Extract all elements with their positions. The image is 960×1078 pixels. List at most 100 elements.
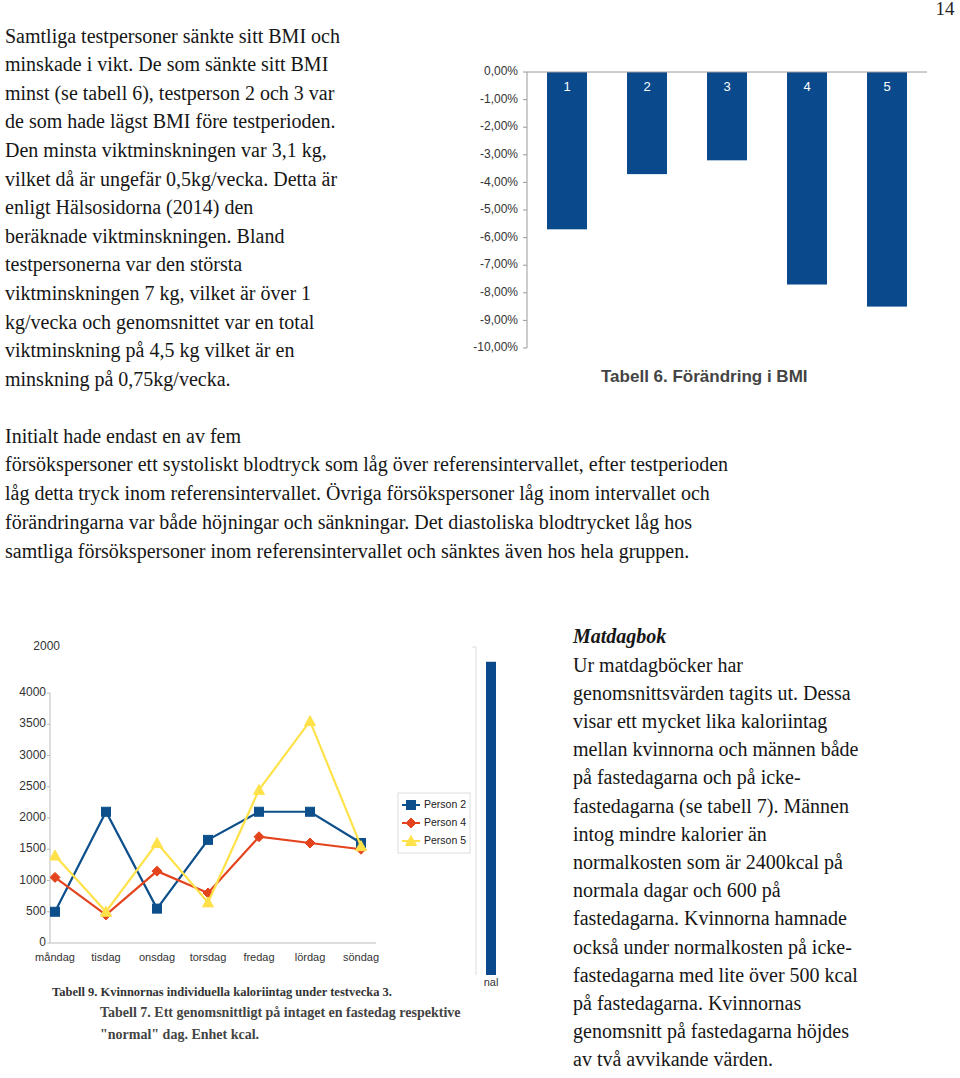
marker	[152, 866, 162, 876]
bar	[486, 662, 496, 975]
body-text: försökspersoner ett systoliskt blodtryck…	[5, 453, 728, 476]
marker	[101, 906, 112, 916]
y-axis-line	[476, 647, 477, 975]
marker	[203, 897, 214, 907]
marker	[356, 841, 367, 851]
sidebar: MatdagbokUr matdagböcker hargenomsnittsv…	[572, 625, 859, 1071]
tick-mark	[523, 99, 527, 100]
category-label: 1	[563, 79, 570, 94]
marker	[50, 850, 61, 860]
body-text: normala dagar och 600 på	[573, 879, 781, 902]
body-text: också under normalkosten på icke-	[573, 936, 852, 959]
tick-mark	[523, 210, 527, 211]
body-text: genomsnittsvärden tagits ut. Dessa	[573, 682, 851, 705]
tick-mark	[47, 786, 50, 787]
tick-label: 1500	[19, 841, 46, 855]
body-text: Ur matdagböcker har	[573, 654, 743, 677]
bar	[627, 72, 667, 174]
tick-mark	[523, 72, 527, 73]
category-label: 4	[803, 79, 810, 94]
category-label: lördag	[295, 951, 326, 963]
marker	[305, 838, 315, 848]
legend: Person 2 Person 4 Person 5	[398, 793, 470, 853]
tick-label: -4,00%	[480, 175, 518, 189]
x-axis-line	[50, 943, 376, 944]
tick-label: 2500	[19, 779, 46, 793]
body-text: på fastedagarna och på icke-	[573, 766, 801, 789]
tick-mark	[47, 724, 50, 725]
body-text: minskning på 0,75kg/vecka.	[5, 368, 231, 391]
tick-mark	[47, 849, 50, 850]
legend-box	[398, 793, 470, 853]
legend-label: Person 5	[424, 834, 466, 846]
zero-line	[527, 72, 927, 73]
marker	[153, 904, 162, 913]
tick-mark	[47, 818, 50, 819]
tick-mark	[47, 755, 50, 756]
tick-mark	[472, 647, 476, 648]
title-line: "normal" dag. Enhet kcal.	[100, 1027, 259, 1042]
tick-label: -7,00%	[480, 257, 518, 271]
page-number: 14	[936, 0, 956, 19]
body-text: viktminskningen 7 kg, vilket är över 1	[5, 282, 311, 305]
category-label: 2	[643, 79, 650, 94]
body-text: fastedagarna med lite över 500 kcal	[573, 964, 858, 987]
body-text: Initialt hade endast en av fem	[5, 425, 241, 447]
category-label: tisdag	[91, 951, 120, 963]
legend-label: Person 4	[424, 816, 466, 828]
tick-label: 2000	[33, 639, 60, 653]
line-chart: 05001000150020002500300035004000måndagti…	[19, 685, 470, 999]
bar	[867, 72, 907, 307]
category-label: måndag	[35, 951, 75, 963]
tick-label: -8,00%	[480, 285, 518, 299]
tick-label: -1,00%	[480, 92, 518, 106]
category-label: nal	[484, 976, 499, 988]
bar-chart: 0,00%-1,00%-2,00%-3,00%-4,00%-5,00%-6,00…	[473, 64, 927, 386]
tick-mark	[523, 237, 527, 238]
marker	[255, 807, 264, 816]
tick-label: -3,00%	[480, 147, 518, 161]
body-text: Samtliga testpersoner sänkte sitt BMI oc…	[5, 25, 340, 48]
tick-label: -6,00%	[480, 230, 518, 244]
tick-mark	[523, 320, 527, 321]
marker	[102, 807, 111, 816]
paragraph: Initialt hade endast en av fem försöksper…	[5, 425, 728, 563]
body-text: vilket då är ungefär 0,5kg/vecka. Detta …	[5, 168, 337, 191]
plot-background	[50, 693, 376, 943]
marker	[152, 838, 163, 848]
tick-label: -10,00%	[473, 340, 518, 354]
marker	[305, 716, 316, 726]
bar	[787, 72, 827, 285]
body-text: på fastedagarna. Kvinnornas	[573, 992, 801, 1015]
bar	[707, 72, 747, 160]
body-text: visar ett mycket lika kaloriintag	[573, 710, 827, 733]
tick-mark	[523, 154, 527, 155]
body-text: minst (se tabell 6), testperson 2 och 3 …	[5, 82, 335, 105]
tick-mark	[523, 182, 527, 183]
marker	[254, 784, 265, 794]
body-text: mellan kvinnorna och männen både	[573, 738, 859, 760]
title-line: Tabell 7. Ett genomsnittligt på intaget …	[100, 1005, 461, 1020]
legend-label: Person 2	[424, 798, 466, 810]
marker	[50, 872, 60, 882]
tick-label: -2,00%	[480, 119, 518, 133]
tick-mark	[47, 911, 50, 912]
tick-mark	[523, 265, 527, 266]
body-text: samtliga försökspersoner inom referensin…	[5, 540, 689, 563]
tick-label: 500	[26, 904, 46, 918]
body-text: kg/vecka och genomsnittet var en total	[5, 311, 315, 334]
legend-marker	[406, 818, 416, 828]
body-text: de som hade lägst BMI före testperioden.	[5, 110, 335, 133]
body-text: testpersonerna var den största	[5, 253, 242, 276]
page: 14Samtliga testpersoner sänkte sitt BMI …	[0, 0, 960, 1078]
bars	[547, 72, 907, 307]
tick-label: -5,00%	[480, 202, 518, 216]
plot	[50, 716, 367, 920]
chart-title: Tabell 7. Ett genomsnittligt på intaget …	[100, 1005, 461, 1042]
body-text: av två avvikande värden.	[573, 1048, 773, 1070]
legend-marker	[407, 801, 416, 810]
marker	[254, 832, 264, 842]
category-label: fredag	[243, 951, 274, 963]
body-text: beräknade viktminskningen. Bland	[5, 225, 284, 248]
body-text: enligt Hälsosidorna (2014) den	[5, 196, 253, 219]
